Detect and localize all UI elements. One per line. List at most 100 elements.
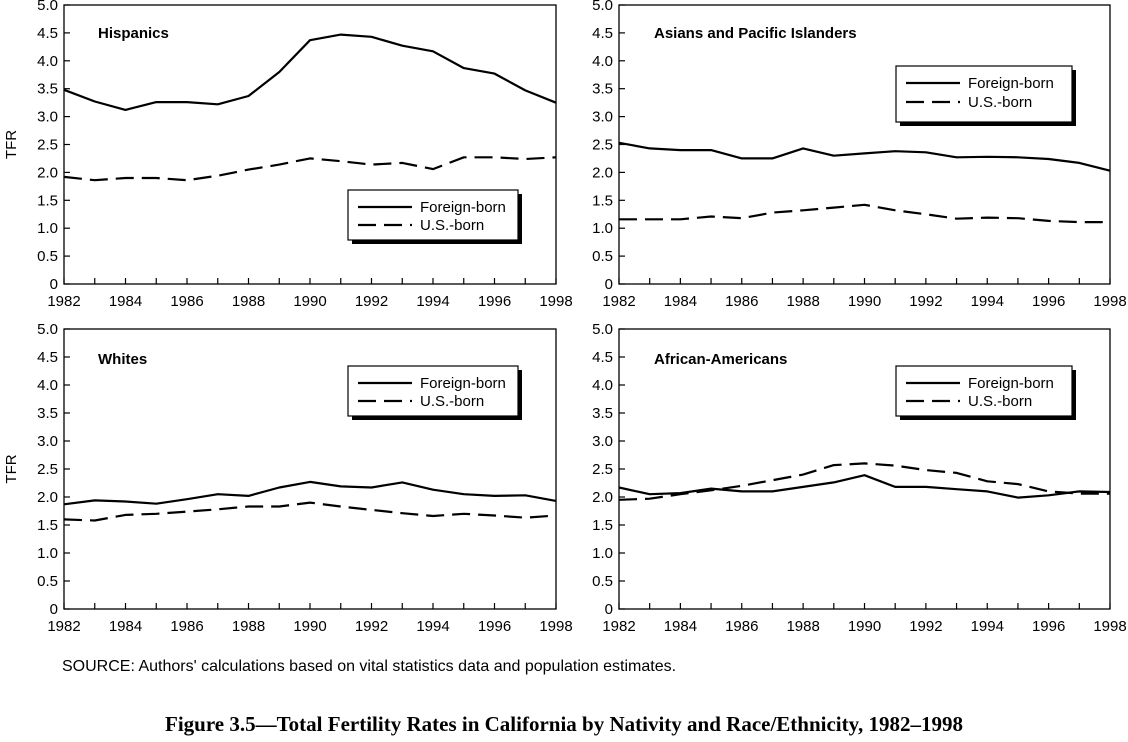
series-line-us-born	[63, 156, 557, 182]
y-tick-label: 0.5	[37, 248, 58, 265]
x-tick-label: 1994	[416, 618, 449, 635]
x-tick-label: 1982	[47, 618, 80, 635]
y-tick-label: 3.5	[37, 405, 58, 422]
plot-frame	[618, 4, 1111, 285]
legend-label: Foreign-born	[968, 375, 1054, 392]
chart-panel-3: 0 0.5 1.0 1.5 2.0 2.5 3.0 3.5 4.0 4.5 5.0 1982 1984 1…	[3, 321, 573, 635]
series-line-foreign-born	[63, 480, 557, 506]
y-tick-label: 1.5	[592, 517, 613, 534]
x-tick-label: 1982	[602, 293, 635, 310]
y-tick-label: 0	[50, 276, 58, 293]
legend-label: Foreign-born	[420, 199, 506, 216]
x-tick-label: 1992	[909, 293, 942, 310]
y-tick-label: 4.0	[592, 377, 613, 394]
y-tick-label: 3.5	[37, 81, 58, 98]
y-tick-label: 4.0	[37, 377, 58, 394]
y-tick-label: 4.0	[37, 53, 58, 70]
x-tick-label: 1990	[848, 293, 881, 310]
y-tick-label: 0.5	[37, 573, 58, 590]
y-tick-label: 5.0	[37, 0, 58, 14]
x-tick-label: 1982	[47, 293, 80, 310]
y-tick-label: 0.5	[592, 248, 613, 265]
series-line-us-born	[619, 203, 1110, 224]
source-note: SOURCE: Authors' calculations based on v…	[62, 658, 677, 675]
series-line-foreign-born	[618, 141, 1111, 172]
series-line-foreign-born	[618, 474, 1111, 499]
y-tick-label: 3.5	[592, 405, 613, 422]
chart-panel-1: 0 0.5 1.0 1.5 2.0 2.5 3.0 3.5 4.0 4.5 5.0 1982 1984 1…	[3, 0, 573, 310]
chart-panel-2: 0 0.5 1.0 1.5 2.0 2.5 3.0 3.5 4.0 4.5 5.0 1982 1984 1…	[592, 0, 1127, 310]
y-tick-label: 3.0	[37, 433, 58, 450]
y-axis-label: TFR	[3, 130, 20, 159]
x-tick-label: 1984	[109, 618, 142, 635]
x-tick-label: 1984	[664, 618, 697, 635]
x-tick-label: 1984	[109, 293, 142, 310]
x-tick-label: 1998	[539, 618, 572, 635]
legend-box	[895, 365, 1073, 417]
y-tick-label: 3.0	[592, 109, 613, 126]
x-tick-label: 1986	[725, 618, 758, 635]
x-tick-label: 1994	[971, 618, 1004, 635]
series-line-us-born	[63, 501, 557, 522]
y-tick-label: 2.0	[37, 489, 58, 506]
y-tick-label: 4.5	[37, 25, 58, 42]
y-tick-label: 2.0	[37, 164, 58, 181]
x-tick-label: 1986	[170, 618, 203, 635]
y-tick-label: 2.0	[592, 489, 613, 506]
legend-box	[895, 65, 1073, 123]
x-tick-label: 1986	[170, 293, 203, 310]
y-tick-label: 1.5	[592, 192, 613, 209]
chart-title: Whites	[98, 351, 147, 368]
y-tick-label: 1.5	[37, 517, 58, 534]
x-tick-label: 1990	[293, 618, 326, 635]
chart-title: Hispanics	[98, 25, 169, 42]
x-tick-label: 1992	[355, 293, 388, 310]
y-tick-label: 1.0	[37, 220, 58, 237]
legend-label: Foreign-born	[968, 75, 1054, 92]
y-tick-label: 2.5	[37, 461, 58, 478]
x-tick-label: 1982	[602, 618, 635, 635]
x-tick-label: 1988	[786, 293, 819, 310]
y-tick-label: 5.0	[37, 321, 58, 338]
y-tick-label: 1.0	[37, 545, 58, 562]
y-tick-label: 0	[605, 601, 613, 618]
x-tick-label: 1990	[293, 293, 326, 310]
chart-panel-4: 0 0.5 1.0 1.5 2.0 2.5 3.0 3.5 4.0 4.5 5.0 1982 1984 1…	[592, 321, 1127, 635]
y-tick-label: 5.0	[592, 0, 613, 14]
legend-box	[347, 189, 519, 241]
x-tick-label: 1986	[725, 293, 758, 310]
y-tick-label: 0.5	[592, 573, 613, 590]
x-tick-label: 1988	[232, 618, 265, 635]
x-tick-label: 1994	[971, 293, 1004, 310]
y-tick-label: 3.0	[592, 433, 613, 450]
x-tick-label: 1998	[1093, 293, 1126, 310]
x-tick-label: 1988	[786, 618, 819, 635]
y-tick-label: 0	[605, 276, 613, 293]
y-tick-label: 4.5	[37, 349, 58, 366]
x-tick-label: 1996	[1032, 293, 1065, 310]
legend-label: U.S.-born	[420, 393, 484, 410]
y-axis-label: TFR	[3, 454, 20, 483]
legend-label: U.S.-born	[420, 217, 484, 234]
x-tick-label: 1984	[664, 293, 697, 310]
y-tick-label: 1.0	[592, 545, 613, 562]
figure-caption: Figure 3.5—Total Fertility Rates in Cali…	[165, 712, 963, 736]
y-tick-label: 3.0	[37, 109, 58, 126]
y-tick-label: 2.5	[592, 461, 613, 478]
y-tick-label: 1.5	[37, 192, 58, 209]
legend-label: Foreign-born	[420, 375, 506, 392]
x-tick-label: 1990	[848, 618, 881, 635]
x-tick-label: 1992	[909, 618, 942, 635]
y-tick-label: 2.0	[592, 164, 613, 181]
y-tick-label: 4.5	[592, 25, 613, 42]
y-tick-label: 2.5	[37, 137, 58, 154]
x-tick-label: 1998	[539, 293, 572, 310]
y-tick-label: 4.5	[592, 349, 613, 366]
legend-label: U.S.-born	[968, 393, 1032, 410]
y-tick-label: 4.0	[592, 53, 613, 70]
